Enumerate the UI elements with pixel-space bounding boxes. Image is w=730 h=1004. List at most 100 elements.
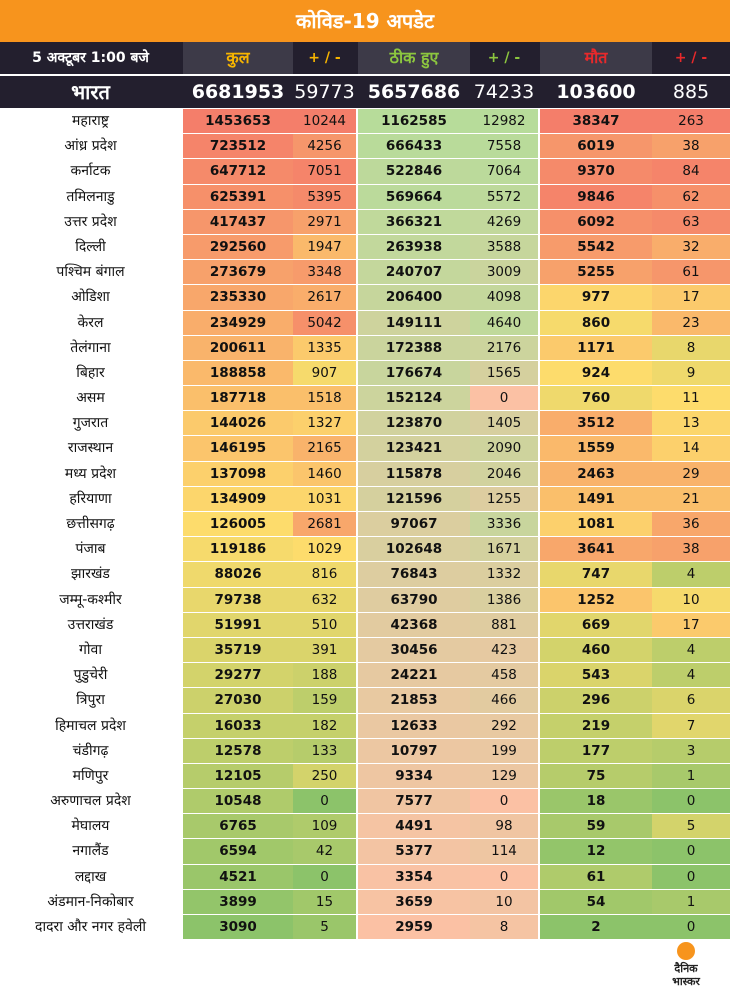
table-row: उत्तर प्रदेश 417437 2971 366321 4269 6092 63 xyxy=(0,209,730,235)
cell-tc: 510 xyxy=(293,612,356,637)
table-row: राजस्थान 146195 2165 123421 2090 1559 14 xyxy=(0,436,730,462)
cell-tc: 0 xyxy=(293,864,356,889)
table-row: महाराष्ट्र 1453653 10244 1162585 12982 38347 2… xyxy=(0,109,730,135)
cell-rec: 206400 xyxy=(358,285,470,310)
cell-rec: 263938 xyxy=(358,234,470,260)
cell-deaths: 38347 xyxy=(540,109,652,134)
cell-rc: 1255 xyxy=(470,486,538,511)
cell-dc: 4 xyxy=(652,637,730,663)
state-name: गुजरात xyxy=(0,411,181,436)
cell-rec: 24221 xyxy=(358,663,470,688)
cell-rc: 881 xyxy=(470,612,538,637)
cell-rc: 5572 xyxy=(470,184,538,209)
cell-deaths: 6092 xyxy=(540,209,652,234)
state-name: पंजाब xyxy=(0,537,181,562)
cell-tc: 1460 xyxy=(293,461,356,486)
cell-rc: 2176 xyxy=(470,335,538,360)
cell-rec: 115878 xyxy=(358,461,470,486)
header-deaths-change: + / - xyxy=(674,50,708,66)
cell-dc: 23 xyxy=(652,310,730,335)
logo-line2: भास्कर xyxy=(672,975,700,988)
cell-rec: 152124 xyxy=(358,386,470,411)
table-row: उत्तराखंड 51991 510 42368 881 669 17 xyxy=(0,612,730,638)
state-name: उत्तराखंड xyxy=(0,612,181,637)
cell-total: 6594 xyxy=(183,839,293,864)
cell-rc: 1565 xyxy=(470,360,538,386)
national-recovered: 5657686 xyxy=(367,81,461,103)
national-deaths: 103600 xyxy=(556,81,636,103)
cell-rec: 7577 xyxy=(358,789,470,814)
table-row: पंजाब 119186 1029 102648 1671 3641 38 xyxy=(0,537,730,563)
state-name: आंध्र प्रदेश xyxy=(0,134,181,159)
cell-tc: 1947 xyxy=(293,234,356,260)
cell-deaths: 1081 xyxy=(540,512,652,537)
state-name: तेलंगाना xyxy=(0,335,181,360)
cell-deaths: 3641 xyxy=(540,537,652,562)
header-recovered: ठीक हुए xyxy=(358,42,470,74)
cell-total: 3899 xyxy=(183,889,293,914)
state-name: मेघालय xyxy=(0,814,181,839)
cell-deaths: 924 xyxy=(540,360,652,386)
cell-deaths: 543 xyxy=(540,663,652,688)
cell-dc: 14 xyxy=(652,436,730,461)
cell-rc: 3336 xyxy=(470,512,538,537)
cell-deaths: 1559 xyxy=(540,436,652,461)
cell-dc: 38 xyxy=(652,134,730,159)
sun-icon xyxy=(677,942,695,960)
cell-rc: 98 xyxy=(470,814,538,839)
cell-deaths: 219 xyxy=(540,713,652,738)
state-table: महाराष्ट्र 1453653 10244 1162585 12982 38347 2… xyxy=(0,109,730,941)
state-name: झारखंड xyxy=(0,562,181,587)
table-row: केरल 234929 5042 149111 4640 860 23 xyxy=(0,310,730,336)
state-name: नगालैंड xyxy=(0,839,181,864)
cell-total: 12105 xyxy=(183,763,293,789)
cell-tc: 10244 xyxy=(293,109,356,134)
cell-rc: 4640 xyxy=(470,310,538,335)
cell-rec: 10797 xyxy=(358,738,470,763)
cell-rc: 423 xyxy=(470,637,538,663)
state-name: छत्तीसगढ़ xyxy=(0,512,181,537)
cell-dc: 9 xyxy=(652,360,730,386)
state-name: गोवा xyxy=(0,637,181,663)
state-name: केरल xyxy=(0,310,181,335)
header-total-change: + / - xyxy=(308,50,341,66)
cell-tc: 1029 xyxy=(293,537,356,562)
cell-tc: 15 xyxy=(293,889,356,914)
cell-dc: 0 xyxy=(652,839,730,864)
cell-rec: 4491 xyxy=(358,814,470,839)
cell-total: 29277 xyxy=(183,663,293,688)
cell-dc: 63 xyxy=(652,209,730,234)
cell-dc: 11 xyxy=(652,386,730,411)
cell-deaths: 54 xyxy=(540,889,652,914)
table-row: बिहार 188858 907 176674 1565 924 9 xyxy=(0,360,730,387)
cell-rec: 42368 xyxy=(358,612,470,637)
cell-tc: 133 xyxy=(293,738,356,763)
cell-rc: 4098 xyxy=(470,285,538,310)
cell-dc: 5 xyxy=(652,814,730,839)
cell-rec: 149111 xyxy=(358,310,470,335)
cell-dc: 8 xyxy=(652,335,730,360)
cell-deaths: 2 xyxy=(540,915,652,940)
national-deaths-change: 885 xyxy=(672,81,710,103)
cell-dc: 36 xyxy=(652,512,730,537)
cell-tc: 7051 xyxy=(293,159,356,184)
cell-total: 134909 xyxy=(183,486,293,511)
state-name: अरुणाचल प्रदेश xyxy=(0,789,181,814)
table-row: छत्तीसगढ़ 126005 2681 97067 3336 1081 36 xyxy=(0,512,730,538)
header-total: कुल xyxy=(183,42,293,74)
state-name: कर्नाटक xyxy=(0,159,181,184)
table-row: गुजरात 144026 1327 123870 1405 3512 13 xyxy=(0,411,730,437)
cell-rec: 3354 xyxy=(358,864,470,889)
dainik-bhaskar-logo: दैनिक भास्कर xyxy=(648,942,724,998)
header-deaths: मौत xyxy=(540,42,652,74)
cell-deaths: 5542 xyxy=(540,234,652,260)
cell-dc: 29 xyxy=(652,461,730,486)
cell-rc: 4269 xyxy=(470,209,538,234)
cell-total: 292560 xyxy=(183,234,293,260)
table-row: मणिपुर 12105 250 9334 129 75 1 xyxy=(0,763,730,790)
cell-tc: 42 xyxy=(293,839,356,864)
cell-deaths: 75 xyxy=(540,763,652,789)
cell-rc: 114 xyxy=(470,839,538,864)
cell-deaths: 747 xyxy=(540,562,652,587)
cell-total: 235330 xyxy=(183,285,293,310)
